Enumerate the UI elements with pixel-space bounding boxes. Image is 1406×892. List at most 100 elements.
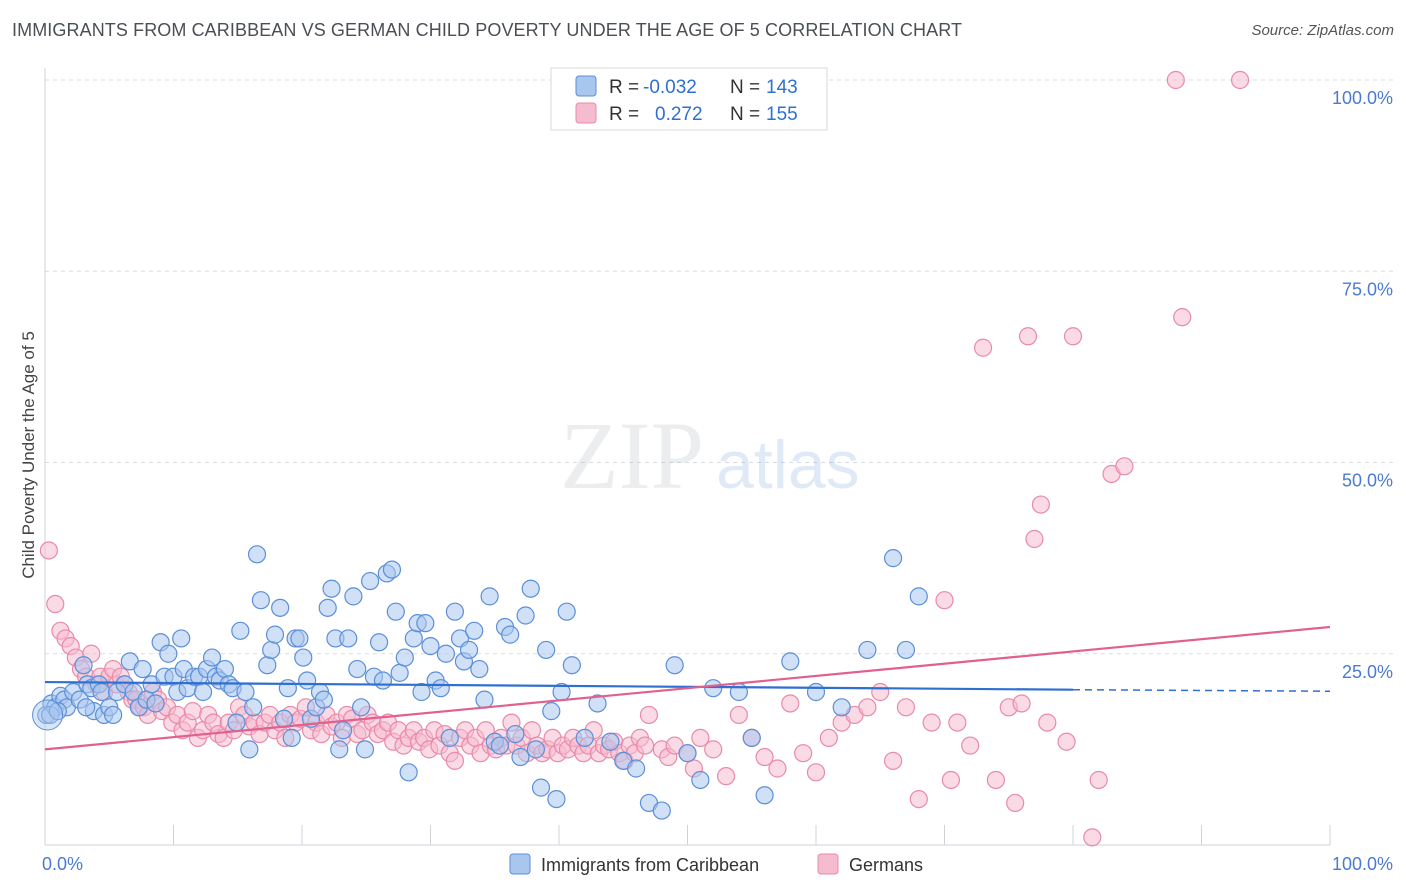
germans-point (1166, 70, 1185, 90)
legend-bottom: Immigrants from Caribbean Germans (509, 853, 923, 875)
caribbean-point (516, 606, 535, 625)
caribbean-point (665, 656, 684, 675)
caribbean-point (271, 598, 290, 617)
caribbean-point (480, 587, 499, 606)
caribbean-point (265, 625, 285, 644)
germans-point (1063, 327, 1083, 346)
caribbean-trend-line (44, 680, 1074, 691)
germans-point (445, 751, 465, 770)
legend-n-label-1: N = (730, 77, 760, 98)
germans-point (704, 740, 723, 759)
germans-point (691, 728, 710, 748)
caribbean-point (511, 747, 530, 767)
caribbean-point (290, 629, 309, 648)
caribbean-point (74, 656, 93, 675)
caribbean-point (742, 728, 761, 748)
legend-bottom-label-germans: Germans (849, 855, 923, 875)
germans-point (1012, 694, 1031, 713)
source-credit: Source: ZipAtlas.com (1251, 22, 1394, 39)
caribbean-point (318, 598, 337, 617)
caribbean-point (896, 640, 916, 660)
germans-point (961, 736, 980, 755)
caribbean-point (322, 579, 341, 598)
caribbean-point (806, 682, 826, 702)
grid-lines (45, 79, 1395, 655)
caribbean-point (282, 728, 301, 748)
germans-point (871, 682, 890, 702)
caribbean-point (348, 659, 367, 679)
legend-r-value-1: -0.032 (643, 77, 697, 98)
germans-point (1018, 327, 1038, 346)
caribbean-point (92, 682, 111, 702)
germans-point (1031, 495, 1050, 514)
legend-r-label-2: R = (609, 104, 639, 125)
germans-trend-line (44, 625, 1331, 751)
caribbean-point (490, 736, 509, 755)
caribbean-point (352, 698, 371, 717)
caribbean-point (557, 602, 576, 621)
germans-point (183, 702, 202, 721)
legend-top: R = -0.032 N = 143 R = 0.272 N = 155 (550, 67, 828, 131)
caribbean-point (909, 587, 928, 606)
germans-point (1089, 770, 1108, 790)
germans-point (1038, 713, 1057, 732)
caribbean-point (274, 709, 294, 728)
caribbean-point (399, 763, 418, 782)
caribbean-point (832, 698, 851, 717)
y-tick-label: 50.0% (1342, 471, 1393, 491)
chart-title: IMMIGRANTS FROM CARIBBEAN VS GERMAN CHIL… (12, 20, 963, 40)
caribbean-point (436, 644, 456, 663)
germans-point (1083, 828, 1102, 847)
trend-lines (44, 625, 1331, 751)
germans-point (781, 694, 800, 713)
caribbean-point (781, 652, 800, 671)
germans-point (986, 770, 1006, 790)
germans-point (806, 763, 826, 782)
caribbean-point (227, 713, 246, 732)
caribbean-point (459, 640, 479, 660)
caribbean-point (883, 549, 903, 568)
caribbean-point (344, 587, 363, 606)
caribbean-point (172, 629, 191, 648)
caribbean-point (390, 663, 409, 682)
x-tick-label: 100.0% (1332, 854, 1393, 874)
caribbean-point (416, 614, 435, 633)
legend-bottom-swatch-blue (509, 853, 531, 875)
caribbean-point (562, 656, 581, 675)
caribbean-point (755, 786, 774, 805)
legend-bottom-label-caribbean: Immigrants from Caribbean (541, 855, 759, 875)
caribbean-point (77, 698, 96, 717)
caribbean-point (133, 659, 152, 679)
germans-point (935, 591, 954, 610)
caribbean-point (704, 679, 723, 698)
caribbean-point (729, 682, 749, 702)
caribbean-point (247, 545, 267, 564)
caribbean-point (601, 732, 620, 751)
y-tick-label: 25.0% (1342, 662, 1393, 682)
caribbean-point (370, 633, 389, 652)
caribbean-point (334, 721, 353, 740)
caribbean-point (294, 648, 313, 667)
germans-point (1230, 70, 1250, 90)
caribbean-point (330, 740, 349, 759)
watermark-zip: ZIP (560, 402, 704, 509)
caribbean-point (506, 724, 525, 744)
legend-n-value-1: 143 (766, 77, 798, 98)
germans-point (522, 721, 542, 740)
germans-point (1057, 732, 1076, 751)
germans-point (39, 541, 58, 560)
caribbean-point (537, 640, 556, 660)
germans-point (1025, 529, 1044, 549)
caribbean-point (465, 621, 484, 640)
germans-point (1173, 308, 1192, 327)
legend-swatch-pink (575, 102, 597, 124)
y-tick-labels: 25.0% 50.0% 75.0% 100.0% (1332, 88, 1393, 682)
germans-point (716, 767, 736, 786)
germans-point (883, 751, 903, 770)
caribbean-point (202, 648, 222, 667)
caribbean-point (395, 648, 414, 667)
caribbean-point (421, 636, 440, 656)
caribbean-point (236, 682, 255, 702)
caribbean-point (361, 571, 380, 591)
